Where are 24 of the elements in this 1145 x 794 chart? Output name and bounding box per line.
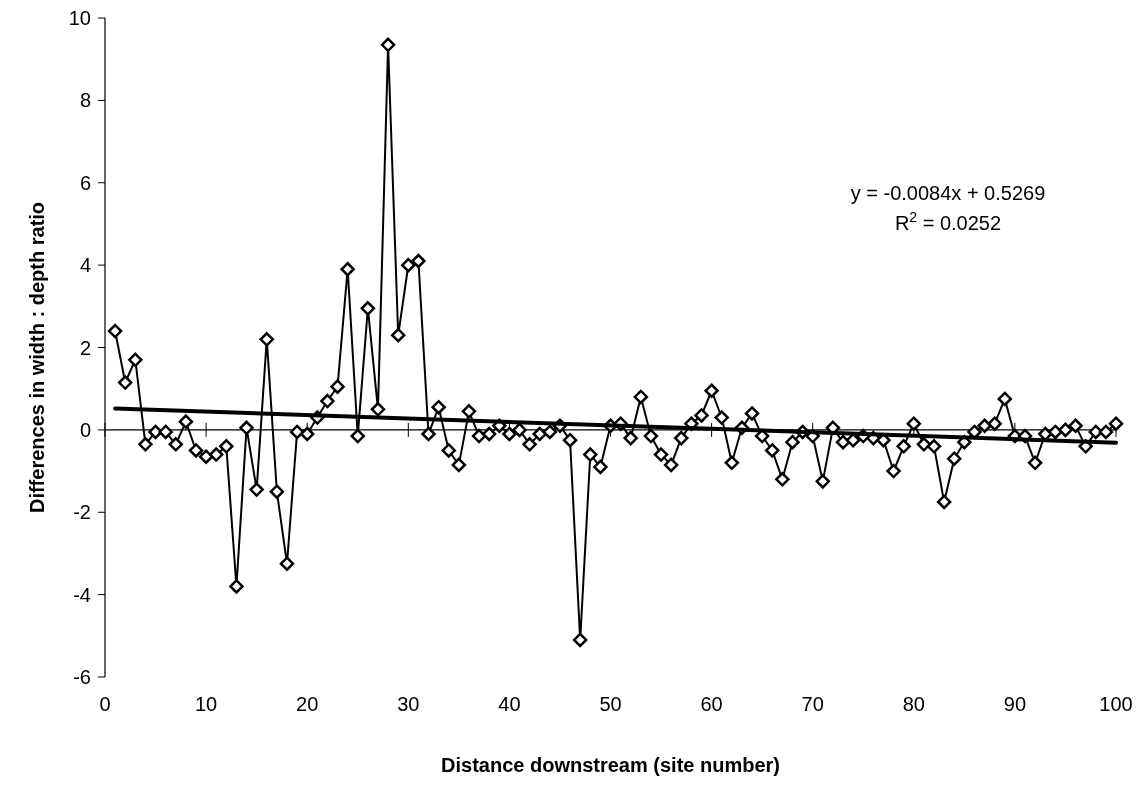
y-tick-label: 2 xyxy=(79,336,91,359)
x-axis-title: Distance downstream (site number) xyxy=(441,754,780,776)
y-tick-label: 8 xyxy=(79,89,91,112)
x-tick-label: 50 xyxy=(599,693,622,715)
x-tick-label: 100 xyxy=(1099,693,1133,715)
x-tick-label: 60 xyxy=(700,693,723,715)
x-tick-label: 40 xyxy=(498,693,521,715)
x-tick-label: 30 xyxy=(397,693,420,715)
y-tick-label: -6 xyxy=(73,666,91,688)
y-tick-label: -2 xyxy=(73,501,91,524)
y-tick-label: 10 xyxy=(68,7,91,29)
y-axis-title: Differences in width : depth ratio xyxy=(26,201,48,514)
x-tick-label: 0 xyxy=(99,693,111,715)
y-tick-label: 6 xyxy=(79,171,91,194)
y-tick-label: 4 xyxy=(79,254,91,277)
x-tick-label: 70 xyxy=(801,693,824,715)
x-tick-label: 80 xyxy=(902,693,925,715)
annotation: R$^{2}$ = 0.0252 xyxy=(894,209,1002,234)
x-tick-label: 90 xyxy=(1003,693,1027,715)
y-tick-label: 0 xyxy=(79,418,91,441)
x-tick-label: 10 xyxy=(194,693,218,715)
y-tick-label: -4 xyxy=(73,583,91,606)
annotation: y = -0.0084x + 0.5269 xyxy=(850,182,1046,204)
x-tick-label: 20 xyxy=(296,693,319,715)
